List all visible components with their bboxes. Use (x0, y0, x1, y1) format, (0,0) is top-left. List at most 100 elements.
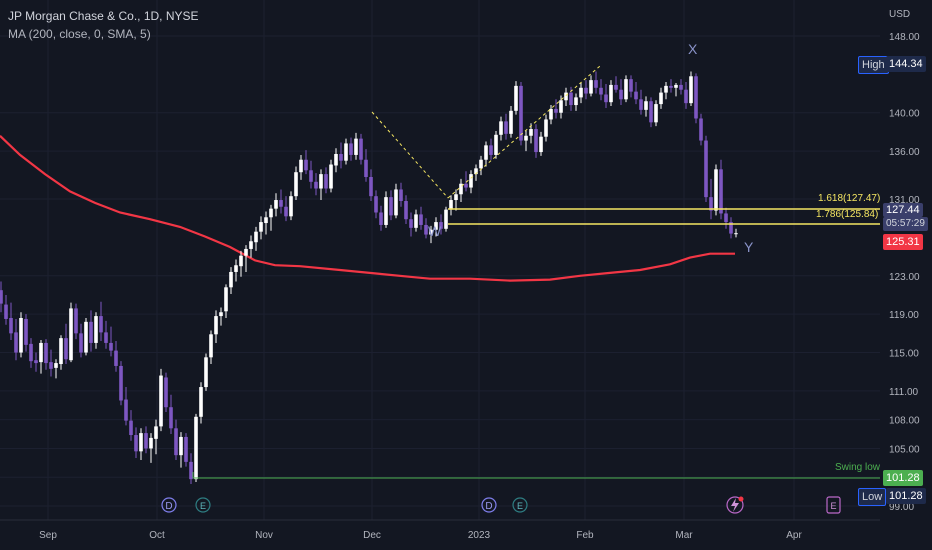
candle-body (169, 407, 173, 429)
swing-low-value-tag: 101.28 (883, 470, 923, 486)
candle-body (114, 350, 118, 366)
candle-body (244, 248, 248, 256)
candle-up (234, 259, 238, 282)
candle-down (284, 196, 288, 222)
candle-down (464, 171, 468, 192)
candle-down (304, 150, 308, 175)
candle-body (364, 159, 368, 177)
dividend-marker[interactable]: D (161, 497, 177, 513)
candle-up (214, 310, 218, 343)
candle-down (669, 79, 673, 93)
candle-body (284, 206, 288, 217)
earnings-marker[interactable]: E (195, 497, 211, 513)
candle-down (704, 135, 708, 202)
pattern-line-1 (371, 111, 449, 199)
earnings-marker[interactable]: E (826, 496, 841, 514)
candle-body (94, 316, 98, 343)
candle-down (114, 341, 118, 372)
candle-down (389, 190, 393, 221)
candle-down (129, 410, 133, 441)
candle-body (334, 153, 338, 166)
candle-down (364, 149, 368, 182)
indicator-legend[interactable]: MA (200, close, 0, SMA, 5) (8, 27, 151, 41)
candle-up (259, 216, 263, 240)
candle-body (414, 214, 418, 228)
earnings-marker[interactable]: E (512, 497, 528, 513)
wave-label-x: X (688, 41, 698, 57)
candle-body (309, 170, 313, 182)
news-flash-marker[interactable] (726, 496, 744, 514)
candle-body (684, 89, 688, 104)
candle-body (89, 321, 93, 343)
candle-up (289, 191, 293, 221)
earnings-marker-label: E (200, 501, 206, 511)
candle-body (0, 290, 3, 304)
candle-body (729, 222, 733, 234)
candle-body (189, 461, 193, 480)
lightning-icon (731, 498, 739, 512)
time-tick-label: Oct (149, 530, 165, 541)
candle-body (679, 84, 683, 90)
candle-body (14, 332, 18, 353)
candle-up (589, 75, 593, 97)
time-tick-label: Apr (786, 530, 802, 541)
candle-down (409, 212, 413, 237)
candle-down (9, 302, 13, 341)
candle-body (494, 134, 498, 155)
candle-up (579, 83, 583, 104)
candle-up (644, 96, 648, 117)
candle-body (409, 219, 413, 228)
price-tick-label: 105.00 (889, 444, 920, 455)
candle-body (634, 91, 638, 100)
candle-body (379, 212, 383, 225)
candle-up (354, 132, 358, 160)
candle-down (169, 394, 173, 435)
candle-up (264, 211, 268, 235)
candle-body (434, 222, 438, 230)
candle-body (204, 357, 208, 388)
candle-body (459, 183, 463, 195)
candle-body (209, 334, 213, 358)
candle-up (564, 87, 568, 107)
candle-up (484, 141, 488, 167)
candle-body (274, 200, 278, 209)
candle-down (534, 124, 538, 158)
dividend-marker[interactable]: D (481, 497, 497, 513)
candle-down (594, 71, 598, 94)
candle-up (329, 159, 333, 193)
high-label-tag: High (858, 56, 889, 74)
candle-up (734, 228, 738, 238)
earnings-marker-label: E (517, 501, 523, 511)
wave-label-w: W (428, 223, 442, 239)
candle-down (279, 189, 283, 214)
swing-low-label: Swing low (835, 462, 881, 473)
candle-body (544, 119, 548, 137)
candle-body (79, 333, 83, 353)
event-markers[interactable]: D E D E E (161, 496, 841, 514)
wave-label-y: Y (744, 239, 754, 255)
candle-up (139, 428, 143, 460)
candle-body (484, 145, 488, 160)
price-tick-label: 140.00 (889, 109, 920, 120)
candle-up (274, 193, 278, 217)
candle-body (394, 189, 398, 216)
pattern-lines (371, 65, 601, 199)
time-tick-label: Dec (363, 530, 381, 541)
fib-label-1786: 1.786(125.84) (816, 209, 878, 220)
candle-down (174, 419, 178, 460)
candle-up (384, 191, 388, 228)
candle-up (479, 155, 483, 176)
earnings-marker-label: E (830, 501, 836, 511)
candle-down (399, 182, 403, 207)
candle-body (124, 399, 128, 421)
candle-up (459, 178, 463, 202)
time-tick-label: Sep (39, 530, 57, 541)
time-axis[interactable]: Sep Oct Nov Dec 2023 Feb Mar Apr (39, 530, 802, 541)
candle-body (549, 108, 553, 120)
candle-body (389, 197, 393, 216)
candle-down (109, 326, 113, 357)
time-tick-label: Nov (255, 530, 273, 541)
candle-down (614, 76, 618, 93)
candle-body (374, 196, 378, 213)
